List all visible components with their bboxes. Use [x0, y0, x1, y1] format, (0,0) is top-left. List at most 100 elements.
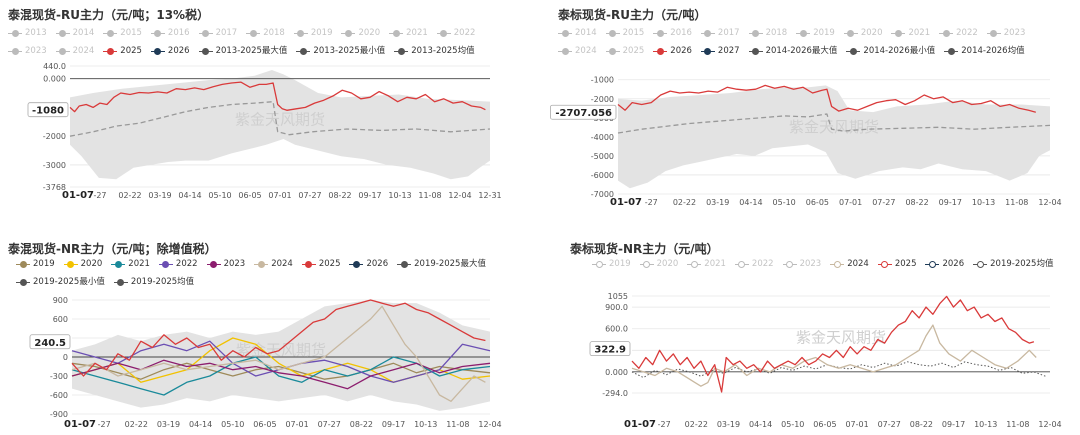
legend-marker-icon [296, 47, 311, 55]
legend-marker-icon [63, 260, 78, 268]
legend-item[interactable]: 2013 [8, 25, 47, 41]
legend-item[interactable]: 2013-2025最大值 [198, 43, 287, 59]
legend-item[interactable]: 2020 [341, 25, 380, 41]
watermark-text: 紫金天风期货 [796, 329, 886, 347]
x-tick-label: 06-05 [238, 191, 261, 200]
legend-item[interactable]: 2021 [389, 25, 428, 41]
legend-item[interactable]: 2014-2026最小值 [846, 43, 935, 59]
legend-item[interactable]: 2026 [349, 256, 388, 272]
x-tick-label: 07-27 [878, 420, 901, 429]
legend-label: 2018 [765, 28, 788, 38]
x-tick-label: 12-04 [1038, 198, 1061, 207]
legend-item[interactable]: 2026 [925, 256, 964, 272]
legend-item[interactable]: 2022 [939, 25, 978, 41]
legend-label: 2013-2025最小值 [313, 46, 386, 56]
legend-item[interactable]: 2024 [55, 43, 94, 59]
legend-marker-icon [246, 29, 261, 37]
series-line [71, 362, 491, 380]
legend-item[interactable]: 2027 [700, 43, 740, 59]
legend-item[interactable]: 2016 [150, 25, 190, 41]
legend-marker-icon [16, 278, 30, 286]
x-tick-label: 02-22 [673, 198, 696, 207]
legend-item[interactable]: 2016 [653, 25, 692, 41]
x-tick-label: 11-08 [446, 420, 469, 429]
y-tick-label: -1000 [591, 76, 614, 85]
legend-marker-icon [8, 47, 22, 55]
legend-item[interactable]: 2020 [63, 256, 102, 272]
series-line [617, 113, 1051, 134]
legend-item[interactable]: 2025 [605, 43, 644, 59]
legend-item[interactable]: 2022 [158, 256, 198, 272]
legend-item[interactable]: 2023 [782, 256, 822, 272]
legend-item[interactable]: 2018 [246, 25, 285, 41]
legend-item[interactable]: 2015 [605, 25, 645, 41]
legend-marker-icon [700, 29, 715, 37]
legend-item[interactable]: 2021 [891, 25, 930, 41]
legend-item[interactable]: 2019-2025最小值 [16, 274, 105, 290]
legend-item[interactable]: 2022 [436, 25, 475, 41]
y-tick-label: -3000 [43, 161, 66, 170]
legend-label: 2021 [406, 28, 428, 38]
legend-item[interactable]: 2020 [639, 256, 679, 272]
legend-item[interactable]: 2023 [986, 25, 1026, 41]
legend-item[interactable]: 2026 [150, 43, 190, 59]
legend-label: 2014-2026最小值 [863, 46, 936, 56]
legend-item[interactable]: 2019 [293, 25, 332, 41]
legend-item[interactable]: 2025 [301, 256, 340, 272]
watermark-text: 紫金天风期货 [789, 118, 879, 136]
legend-marker-icon [436, 29, 451, 37]
legend-item[interactable]: 2014 [558, 25, 597, 41]
legend-item[interactable]: 2026 [653, 43, 692, 59]
legend-item[interactable]: 2013-2025最小值 [296, 43, 385, 59]
y-tick-label: 0 [63, 353, 68, 362]
legend-item[interactable]: 2014-2026最大值 [748, 43, 837, 59]
series-line [71, 305, 486, 402]
legend-item[interactable]: 2014 [55, 25, 94, 41]
legend-item[interactable]: 2021 [111, 256, 150, 272]
legend-item[interactable]: 2024 [558, 43, 597, 59]
chart-panel-ru-mixed: 泰混现货-RU主力（元/吨；13%税） 2013 2014 2015 2016 2017… [0, 0, 540, 215]
x-tick-label: -27 [658, 420, 671, 429]
x-tick-label: 12-04 [448, 191, 471, 200]
x-tick-label: 01-07 [610, 197, 642, 208]
legend-marker-icon [394, 47, 409, 55]
chart-plot: 9006003000-300-600-900紫金天风期货01-07-2702-2… [29, 296, 502, 430]
legend-label: 2025 [894, 259, 917, 269]
legend-item[interactable]: 2024 [254, 256, 293, 272]
legend-marker-icon [782, 260, 797, 268]
legend-label: 2015 [622, 28, 645, 38]
legend-item[interactable]: 2019 [16, 256, 55, 272]
legend-label: 2023 [1003, 28, 1026, 38]
legend-item[interactable]: 2020 [843, 25, 882, 41]
legend-item[interactable]: 2023 [206, 256, 245, 272]
legend-item[interactable]: 2021 [687, 256, 726, 272]
legend-marker-icon [301, 260, 316, 268]
legend-item[interactable]: 2024 [830, 256, 869, 272]
legend-marker-icon [55, 47, 70, 55]
y-tick-label: -5000 [591, 152, 614, 161]
legend-item[interactable]: 2023 [8, 43, 47, 59]
legend-item[interactable]: 2014-2026均值 [944, 43, 1025, 59]
legend-label: 2023 [25, 46, 47, 56]
legend-item[interactable]: 2019 [592, 256, 631, 272]
legend-item[interactable]: 2019-2025均值 [113, 274, 194, 290]
legend-item[interactable]: 2022 [734, 256, 774, 272]
x-tick-label: 09-17 [939, 198, 962, 207]
legend-label: 2020 [656, 259, 679, 269]
legend-item[interactable]: 2018 [748, 25, 788, 41]
legend-item[interactable]: 2017 [700, 25, 740, 41]
legend-item[interactable]: 2015 [103, 25, 142, 41]
legend-item[interactable]: 2019-2025均值 [973, 256, 1053, 272]
legend-item[interactable]: 2025 [877, 256, 917, 272]
legend-label: 2023 [799, 259, 822, 269]
legend-label: 2018 [263, 28, 285, 38]
chart-panel-nr-mixed: 泰混现货-NR主力（元/吨；除增值税） 2019 2020 2021 2022 2023… [0, 218, 540, 435]
y-tick-label: 900 [53, 296, 68, 305]
legend-item[interactable]: 2019 [796, 25, 835, 41]
legend-marker-icon [293, 29, 308, 37]
current-value-label: -1080 [32, 106, 64, 117]
legend-item[interactable]: 2017 [198, 25, 237, 41]
legend-item[interactable]: 2019-2025最大值 [397, 256, 486, 272]
legend-item[interactable]: 2013-2025均值 [394, 43, 475, 59]
legend-item[interactable]: 2025 [103, 43, 142, 59]
